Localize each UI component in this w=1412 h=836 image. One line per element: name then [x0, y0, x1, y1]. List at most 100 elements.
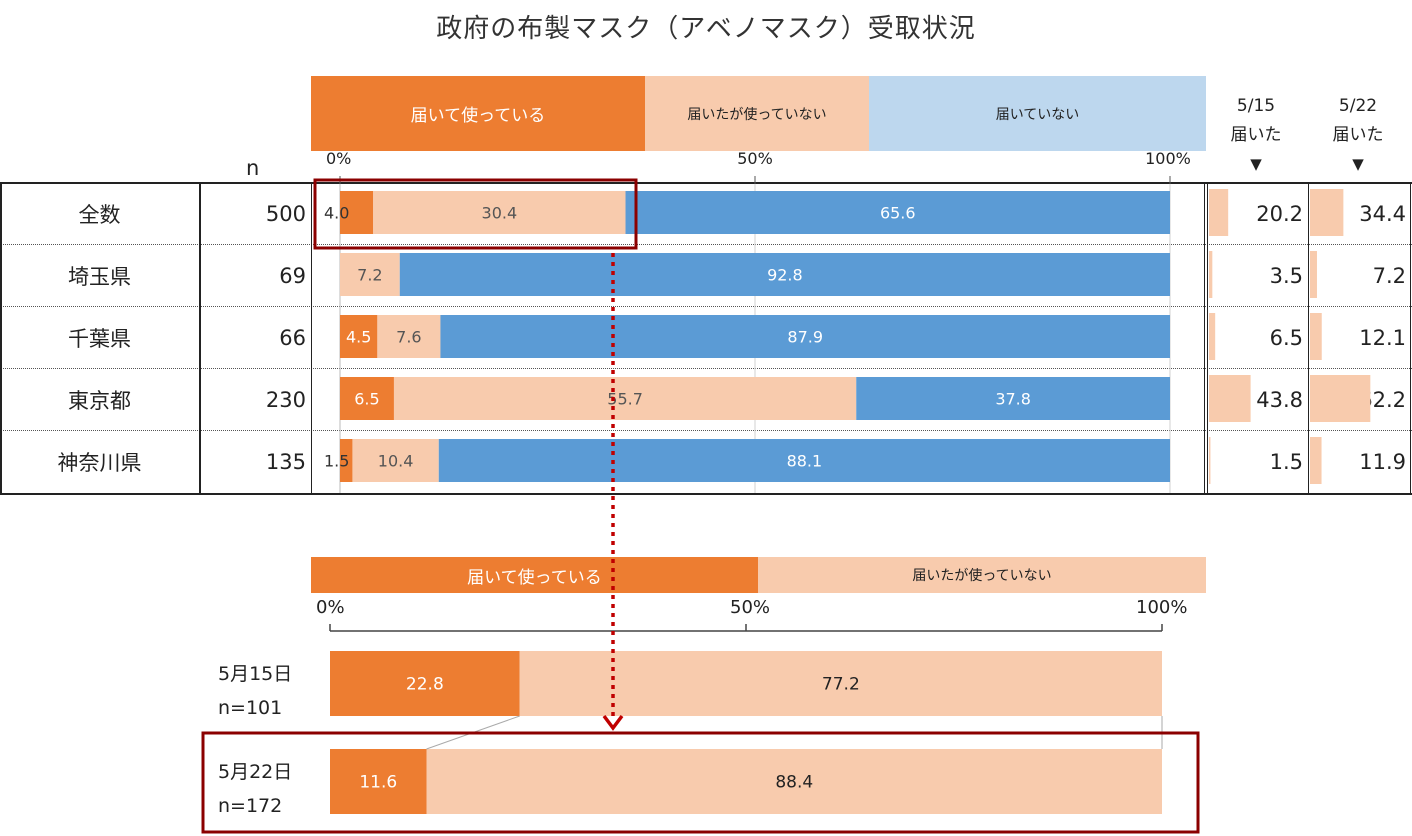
col-divider: [1308, 182, 1309, 494]
highlight-box: [313, 178, 638, 250]
col-515-value: 1.5: [1269, 450, 1303, 474]
tick-label: 50%: [730, 597, 770, 618]
data-label: 1.5: [324, 452, 349, 471]
tick-label: 0%: [326, 149, 351, 168]
table-right-border: [1410, 182, 1411, 494]
col-522-label: 届いた: [1332, 125, 1384, 145]
data-label: 37.8: [995, 390, 1031, 409]
bar-segment: [340, 191, 374, 234]
bar-segment: [340, 315, 378, 358]
row-label-tokyo: 東京都: [68, 389, 131, 413]
col-515-value: 20.2: [1256, 202, 1303, 226]
row-label-chiba: 千葉県: [68, 327, 131, 351]
col-522-value: 12.1: [1359, 326, 1406, 350]
date-row-label-0515: 5月15日 n=101: [218, 657, 292, 725]
legend-unused: 届いたが使っていない: [645, 76, 869, 151]
data-label: 30.4: [482, 204, 518, 223]
bar-segment: [438, 439, 1170, 482]
data-label: 87.9: [787, 328, 823, 347]
col-515-value: 3.5: [1269, 264, 1303, 288]
row-n-chiba: 66: [279, 326, 306, 350]
tick-label: 50%: [737, 149, 773, 168]
legend-used: 届いて使っている: [311, 76, 645, 151]
tick-label: 100%: [1145, 149, 1191, 168]
row-label-kanagawa: 神奈川県: [57, 451, 142, 475]
col-divider: [199, 182, 201, 494]
col-divider: [1204, 182, 1205, 494]
tick-label: 100%: [1136, 597, 1187, 618]
n-label: n=172: [218, 795, 283, 817]
row-label-saitama: 埼玉県: [68, 265, 131, 289]
side-bar: [1209, 189, 1229, 236]
data-label: 55.7: [607, 390, 643, 409]
down-arrow-icon: ▼: [1250, 155, 1262, 173]
bar-segment: [340, 377, 394, 420]
arrow-head-icon: [602, 714, 624, 731]
data-label: 88.4: [775, 773, 813, 793]
data-label: 6.5: [354, 390, 379, 409]
col-522-header: 5/22 届いた ▼: [1318, 92, 1398, 179]
data-label: 88.1: [787, 452, 823, 471]
side-bar: [1209, 251, 1213, 298]
highlight-box: [201, 731, 1200, 834]
data-label: 4.0: [324, 204, 349, 223]
legend-not-received: 届いていない: [869, 76, 1206, 151]
side-bar: [1209, 375, 1251, 422]
row-label-total: 全数: [78, 203, 121, 227]
col-522-date: 5/22: [1338, 96, 1378, 116]
date-label: 5月15日: [218, 663, 293, 685]
bar-segment: [352, 439, 439, 482]
col-515-header: 5/15 届いた ▼: [1216, 92, 1296, 179]
bar-segment: [519, 651, 1162, 716]
col-522-value: 7.2: [1372, 264, 1406, 288]
legend2-used: 届いて使っている: [311, 557, 758, 593]
date-row-label-0522: 5月22日 n=172: [218, 755, 292, 823]
side-bar: [1310, 375, 1371, 422]
chart-title: 政府の布製マスク（アベノマスク）受取状況: [436, 14, 976, 44]
data-label: 77.2: [822, 675, 860, 695]
bar-segment: [330, 749, 427, 814]
bar-segment: [340, 439, 353, 482]
bar-segment: [856, 377, 1170, 420]
table-left-border: [0, 182, 2, 494]
row-divider: [0, 368, 1412, 369]
data-label: 65.6: [880, 204, 916, 223]
row-n-kanagawa: 135: [265, 450, 306, 474]
bar-segment: [399, 253, 1170, 296]
data-label: 92.8: [767, 266, 803, 285]
data-label: 22.8: [406, 675, 444, 695]
data-label: 11.6: [359, 773, 397, 793]
side-bar: [1209, 313, 1216, 360]
data-label: 7.6: [396, 328, 421, 347]
data-label: 4.5: [346, 328, 371, 347]
bar-segment: [377, 315, 441, 358]
row-divider: [0, 244, 1412, 245]
col-515-date: 5/15: [1236, 96, 1276, 116]
down-arrow-icon: ▼: [1352, 155, 1364, 173]
bar-segment: [426, 749, 1163, 814]
side-bar: [1310, 313, 1322, 360]
bar-segment: [373, 191, 626, 234]
row-n-tokyo: 230: [265, 388, 306, 412]
bar-segment: [340, 253, 400, 296]
row-n-saitama: 69: [279, 264, 306, 288]
row-n-total: 500: [265, 202, 306, 226]
col-515-label: 届いた: [1230, 125, 1282, 145]
col-divider: [311, 182, 312, 494]
side-bar: [1209, 437, 1211, 484]
legend2-unused: 届いたが使っていない: [758, 557, 1206, 593]
bar-segment: [393, 377, 857, 420]
bar-segment: [625, 191, 1170, 234]
table-top-border: [0, 182, 1412, 184]
side-bar: [1310, 437, 1322, 484]
n-label: n=101: [218, 697, 283, 719]
side-bar: [1310, 251, 1317, 298]
col-522-value: 11.9: [1359, 450, 1406, 474]
side-bar: [1310, 189, 1344, 236]
data-label: 10.4: [378, 452, 414, 471]
bar-segment: [330, 651, 520, 716]
tick-label: 0%: [316, 597, 345, 618]
col-515-value: 43.8: [1256, 388, 1303, 412]
row-divider: [0, 306, 1412, 307]
